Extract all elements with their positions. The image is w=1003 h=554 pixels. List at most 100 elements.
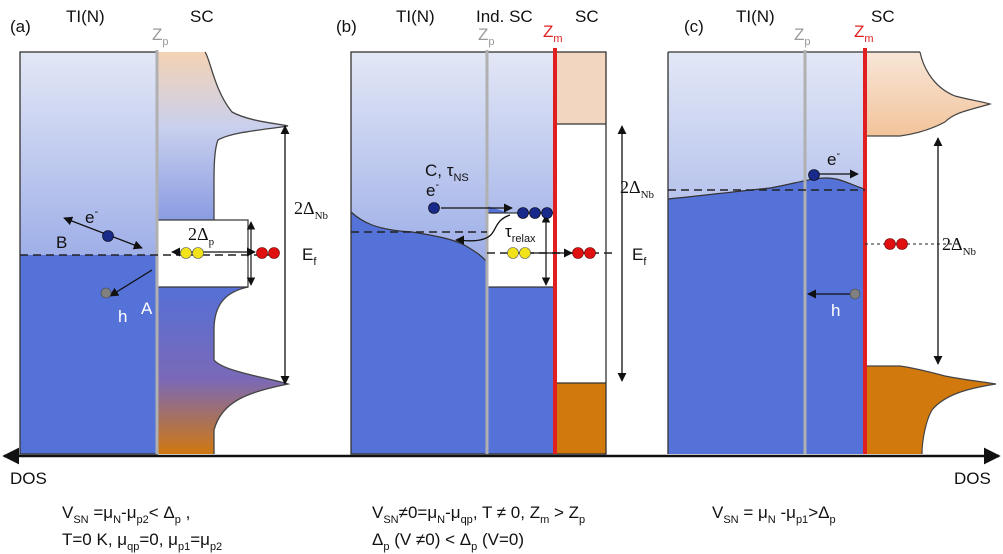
panel-c-sc-upper-dos bbox=[865, 52, 990, 136]
caption-a-line2: T=0 K, μqp=0, μp1=μp2 bbox=[62, 530, 222, 553]
caption-text: -μ bbox=[445, 503, 460, 522]
panel-b-zp-label: Zp bbox=[478, 25, 495, 48]
panel-a-tag: (a) bbox=[10, 17, 31, 36]
caption-text: , bbox=[181, 503, 190, 522]
panel-a-ti-label: TI(N) bbox=[66, 7, 105, 26]
caption-text: > Z bbox=[549, 503, 579, 522]
panel-c-ti-label: TI(N) bbox=[736, 7, 775, 26]
panel-c-filled-states bbox=[668, 178, 865, 454]
caption-a-line1: VSN =μN-μp2< Δp , bbox=[62, 503, 190, 526]
caption-text: >Δ bbox=[808, 503, 829, 522]
panel-c-cooper-pair bbox=[884, 238, 896, 250]
caption-text: =μ bbox=[190, 530, 210, 549]
panel-b-c-label: C, τNS bbox=[425, 161, 469, 184]
panel-a-sc-label: SC bbox=[190, 7, 214, 26]
caption-subscript: p1 bbox=[796, 514, 808, 526]
panel-c-zm-label: Zm bbox=[854, 22, 874, 45]
caption-text: Δ bbox=[372, 530, 383, 549]
panel-c-hole bbox=[849, 288, 861, 300]
caption-text: , T ≠ 0, Z bbox=[473, 503, 540, 522]
dos-right-label: DOS bbox=[954, 469, 991, 488]
caption-text: -μ bbox=[776, 503, 796, 522]
panel-a-electron bbox=[102, 230, 114, 242]
caption-subscript: N bbox=[113, 514, 121, 526]
caption-subscript: p2 bbox=[210, 541, 222, 553]
caption-subscript: p bbox=[579, 514, 585, 526]
caption-subscript: p bbox=[383, 541, 389, 553]
panel-a-electron-label: e- bbox=[85, 206, 98, 227]
panel-c-nb-right-label: 2ΔNb bbox=[942, 234, 977, 258]
panel-b-induced-top-fill bbox=[487, 206, 510, 213]
caption-subscript: N bbox=[437, 514, 445, 526]
panel-c-electron bbox=[808, 169, 820, 181]
panel-a-b-label: B bbox=[56, 233, 67, 252]
panel-b-filled-edge bbox=[350, 211, 488, 263]
panel-b-tag: (b) bbox=[336, 17, 357, 36]
caption-subscript: p1 bbox=[178, 541, 190, 553]
caption-subscript: p bbox=[471, 541, 477, 553]
caption-text: =0, μ bbox=[139, 530, 178, 549]
panel-a-h-label: h bbox=[118, 307, 127, 326]
panel-c-sc-dos-outline bbox=[865, 51, 997, 455]
panel-b-relax-arrow bbox=[455, 214, 511, 245]
panel-c-sc-label: SC bbox=[871, 7, 895, 26]
panel-b-quasiparticle bbox=[519, 247, 531, 259]
panel-b-sc-lower bbox=[555, 383, 606, 454]
panel-b-cooper-pair bbox=[572, 247, 584, 259]
caption-c-line1: VSN = μN -μp1>Δp bbox=[712, 503, 836, 526]
panel-b-zm-label: Zm bbox=[543, 22, 563, 45]
panel-b-cooper-electron bbox=[517, 207, 529, 219]
panel-b-filled-states bbox=[351, 212, 555, 454]
panel-b: (b) TI(N) Ind. SC SC Zp Zm C, τNS e- τre… bbox=[336, 7, 647, 455]
caption-text: =μ bbox=[89, 503, 113, 522]
panel-b-ef-label: Ef bbox=[632, 245, 647, 268]
caption-text: (V ≠0) < Δ bbox=[389, 530, 471, 549]
panel-c-zp-label: Zp bbox=[794, 25, 811, 48]
panel-a: (a) TI(N) SC Zp e- B A h 2Δp Ef 2ΔNb bbox=[10, 7, 329, 455]
panel-b-electron bbox=[428, 202, 440, 214]
panel-a-hole-arrow bbox=[109, 269, 153, 297]
caption-subscript: p bbox=[829, 514, 835, 526]
panel-a-sc-upper-dos bbox=[157, 52, 288, 220]
caption-b-line1: VSN≠0=μN-μqp, T ≠ 0, Zm > Zp bbox=[372, 503, 585, 526]
panel-b-relax-label: τrelax bbox=[505, 222, 536, 245]
caption-text: T=0 K, μ bbox=[62, 530, 127, 549]
panel-a-filled-states bbox=[20, 255, 157, 454]
panel-c: (c) TI(N) SC Zp Zm 2ΔNb 2ΔNb e- h bbox=[620, 7, 997, 455]
panel-b-cooper-pair bbox=[584, 247, 596, 259]
panel-a-quasiparticle bbox=[192, 247, 204, 259]
panel-c-nb-left-label: 2ΔNb bbox=[620, 177, 655, 201]
caption-subscript: m bbox=[540, 514, 549, 526]
panel-b-sc-label: SC bbox=[575, 7, 599, 26]
panel-c-filled-edge bbox=[667, 177, 866, 200]
panel-c-sc-lower-dos bbox=[865, 366, 996, 454]
panel-a-hole bbox=[100, 287, 112, 299]
panel-c-cooper-pair bbox=[896, 238, 908, 250]
caption-subscript: p bbox=[175, 514, 181, 526]
caption-text: ≠0=μ bbox=[399, 503, 438, 522]
panel-a-quasiparticle bbox=[180, 247, 192, 259]
panel-c-h-label: h bbox=[831, 301, 840, 320]
caption-text: -μ bbox=[121, 503, 136, 522]
caption-text: V bbox=[712, 503, 724, 522]
caption-subscript: SN bbox=[383, 514, 398, 526]
panel-a-zp-label: Zp bbox=[152, 25, 169, 48]
caption-text: V bbox=[372, 503, 384, 522]
panel-a-cooper-pair bbox=[256, 247, 268, 259]
caption-subscript: p2 bbox=[137, 514, 149, 526]
panel-b-ind-label: Ind. SC bbox=[476, 7, 533, 26]
panel-a-electron-arrow bbox=[63, 216, 143, 250]
caption-b-line2: Δp (V ≠0) < Δp (V=0) bbox=[372, 530, 524, 553]
panel-b-quasiparticle bbox=[507, 247, 519, 259]
panel-c-tag: (c) bbox=[684, 17, 704, 36]
panel-b-cooper-electron bbox=[529, 207, 541, 219]
caption-subscript: qp bbox=[127, 541, 139, 553]
caption-subscript: SN bbox=[723, 514, 738, 526]
caption-text: < Δ bbox=[149, 503, 175, 522]
panel-a-sc-lower-dos bbox=[157, 287, 288, 454]
panel-c-electron-label: e- bbox=[827, 148, 840, 169]
panel-a-nb-label: 2ΔNb bbox=[294, 198, 329, 222]
panel-a-a-label: A bbox=[141, 299, 153, 318]
dos-left-label: DOS bbox=[10, 469, 47, 488]
